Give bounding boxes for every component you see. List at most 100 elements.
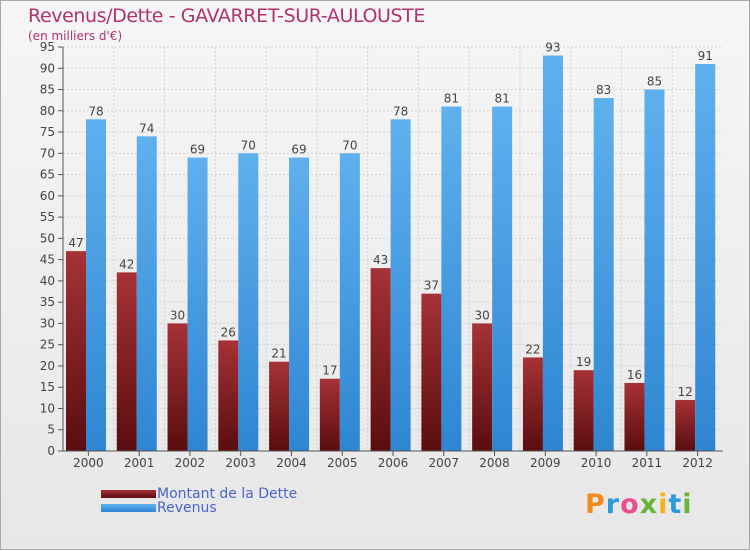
y-tick-label: 75 <box>40 125 55 139</box>
data-label-revenue: 78 <box>88 104 103 118</box>
x-tick-label: 2004 <box>276 456 307 470</box>
logo-letter: r <box>605 489 621 520</box>
axes: 0 5 10 15 20 25 30 35 40 45 50 55 60 65 70 75 80 85 90 95 20… <box>40 40 723 470</box>
y-tick-label: 80 <box>40 104 55 118</box>
y-tick-label: 35 <box>40 295 55 309</box>
logo-letter: t <box>668 489 683 520</box>
data-label-debt: 30 <box>475 308 490 322</box>
bar-revenue-2009 <box>542 55 563 452</box>
x-tick-label: 2009 <box>530 456 561 470</box>
data-label-debt: 26 <box>221 325 236 339</box>
logo-letter: i <box>682 489 693 520</box>
proxiti-logo: Proxiti <box>585 489 693 520</box>
y-tick-label: 40 <box>40 274 55 288</box>
y-tick-label: 0 <box>47 444 55 458</box>
legend-label-debt: Montant de la Dette <box>157 486 298 502</box>
y-tick-label: 45 <box>40 253 55 267</box>
data-label-debt: 21 <box>271 347 286 361</box>
x-tick-label: 2003 <box>225 456 256 470</box>
data-label-debt: 12 <box>678 385 693 399</box>
data-label-revenue: 69 <box>291 143 306 157</box>
y-tick-label: 20 <box>40 359 55 373</box>
data-label-revenue: 69 <box>190 143 205 157</box>
data-label-debt: 16 <box>627 368 642 382</box>
x-tick-label: 2001 <box>124 456 155 470</box>
bar-revenue-2006 <box>390 119 411 451</box>
data-label-debt: 30 <box>170 308 185 322</box>
bar-debt-2005 <box>319 378 340 451</box>
bar-revenue-2010 <box>593 98 614 451</box>
bars <box>66 55 716 452</box>
logo-letter: i <box>658 489 669 520</box>
data-label-debt: 47 <box>68 236 83 250</box>
legend-label-revenue: Revenus <box>157 500 217 516</box>
data-label-revenue: 70 <box>342 138 357 152</box>
bar-debt-2010 <box>573 370 594 451</box>
bar-debt-2003 <box>218 340 239 451</box>
y-tick-label: 60 <box>40 189 55 203</box>
x-tick-label: 2010 <box>581 456 612 470</box>
bar-revenue-2007 <box>441 106 462 452</box>
x-tick-label: 2008 <box>479 456 510 470</box>
data-label-revenue: 81 <box>444 92 459 106</box>
x-tick-label: 2000 <box>73 456 104 470</box>
bar-debt-2007 <box>421 293 442 451</box>
chart-subtitle: (en milliers d'€) <box>28 29 123 43</box>
data-labels: 47 78 42 74 30 69 26 70 21 69 17 70 43 78 37 81 30 81 22 93… <box>68 41 713 399</box>
bar-revenue-2001 <box>136 136 157 451</box>
x-tick-label: 2012 <box>682 456 713 470</box>
y-tick-label: 70 <box>40 146 55 160</box>
bar-debt-2001 <box>116 272 137 451</box>
data-label-revenue: 70 <box>241 138 256 152</box>
logo-letter: x <box>639 489 659 520</box>
data-label-revenue: 81 <box>495 92 510 106</box>
x-tick-label: 2002 <box>175 456 206 470</box>
bar-revenue-2012 <box>695 64 716 451</box>
data-label-debt: 19 <box>576 355 591 369</box>
bar-debt-2004 <box>269 361 290 451</box>
y-tick-label: 10 <box>40 401 55 415</box>
data-label-debt: 42 <box>119 257 134 271</box>
x-tick-label: 2007 <box>428 456 459 470</box>
bar-debt-2009 <box>522 357 543 451</box>
bar-revenue-2011 <box>644 89 665 452</box>
data-label-revenue: 93 <box>545 41 560 55</box>
y-tick-label: 15 <box>40 380 55 394</box>
chart-title: Revenus/Dette - GAVARRET-SUR-AULOUSTE <box>28 5 425 27</box>
x-tick-label: 2011 <box>632 456 663 470</box>
y-tick-label: 25 <box>40 338 55 352</box>
y-tick-label: 50 <box>40 231 55 245</box>
x-tick-label: 2006 <box>378 456 409 470</box>
data-label-revenue: 78 <box>393 104 408 118</box>
y-tick-label: 30 <box>40 316 55 330</box>
y-tick-label: 55 <box>40 210 55 224</box>
bar-debt-2002 <box>167 323 188 451</box>
bar-revenue-2008 <box>492 106 513 452</box>
bar-debt-2012 <box>675 399 696 451</box>
x-tick-label: 2005 <box>327 456 358 470</box>
legend-swatch-debt <box>101 490 156 498</box>
data-label-debt: 37 <box>424 279 439 293</box>
logo-letter: o <box>620 489 640 520</box>
data-label-revenue: 85 <box>647 75 662 89</box>
bar-revenue-2000 <box>86 119 106 451</box>
y-tick-label: 65 <box>40 168 55 182</box>
bar-revenue-2005 <box>339 153 360 451</box>
bar-revenue-2004 <box>289 157 310 451</box>
logo-letter: P <box>585 489 606 520</box>
bar-debt-2008 <box>472 323 493 451</box>
data-label-revenue: 91 <box>698 49 713 63</box>
data-label-debt: 43 <box>373 253 388 267</box>
y-tick-label: 95 <box>40 40 55 54</box>
y-tick-label: 85 <box>40 83 55 97</box>
legend-swatch-revenue <box>101 504 156 512</box>
bar-debt-2006 <box>370 268 391 451</box>
bar-revenue-2003 <box>238 153 259 451</box>
data-label-debt: 22 <box>525 342 540 356</box>
y-tick-label: 90 <box>40 61 55 75</box>
bar-revenue-2002 <box>187 157 208 451</box>
bar-debt-2000 <box>66 251 86 451</box>
bar-debt-2011 <box>624 382 645 451</box>
